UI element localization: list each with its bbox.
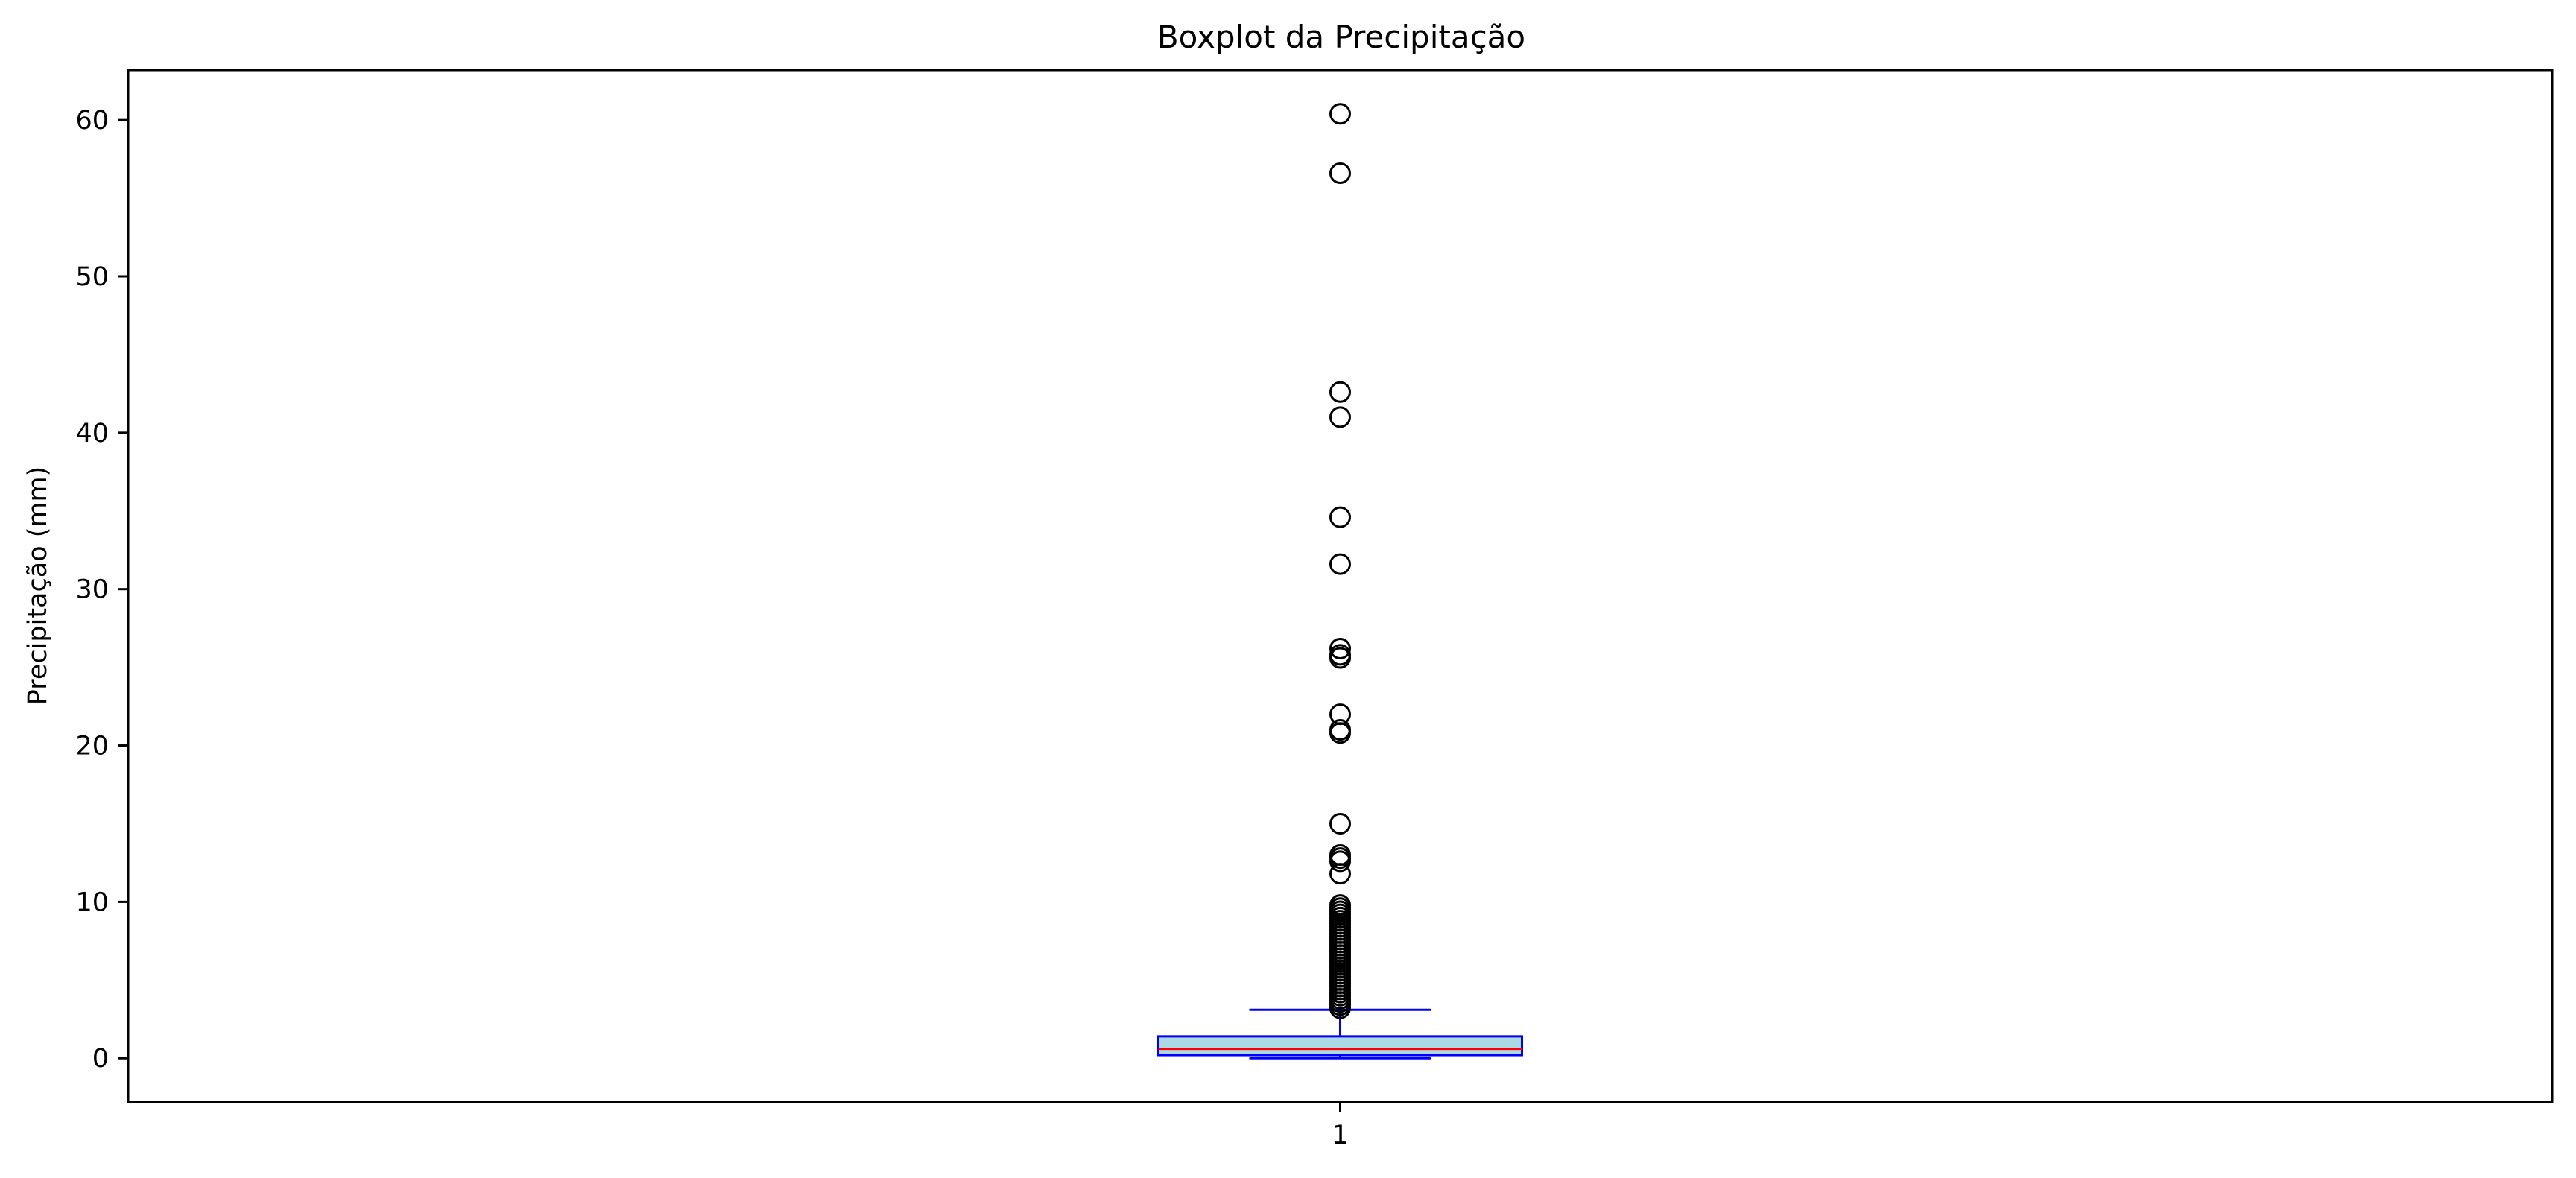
y-tick-label: 10 <box>75 887 109 917</box>
axes: 0 10 20 30 40 50 60 1 <box>75 106 1348 1150</box>
outlier-point <box>1329 647 1351 669</box>
outlier-point <box>1329 863 1351 885</box>
y-tick-label: 50 <box>75 262 109 292</box>
y-axis-label: Precipitação (mm) <box>23 466 53 705</box>
outlier-point <box>1329 553 1351 575</box>
chart-title: Boxplot da Precipitação <box>1157 19 1525 55</box>
outlier-point <box>1329 381 1351 403</box>
y-tick-label: 20 <box>75 732 109 761</box>
y-tick-label: 60 <box>75 106 109 136</box>
outlier-point <box>1329 103 1351 125</box>
outlier-point <box>1329 850 1351 873</box>
outlier-point <box>1329 406 1351 428</box>
plot-frame <box>127 69 2554 1103</box>
plot-area <box>1157 103 1523 1060</box>
outlier-point <box>1329 506 1351 528</box>
outlier-point <box>1329 637 1351 659</box>
y-tick-label: 0 <box>92 1044 109 1074</box>
outlier-point <box>1329 722 1351 744</box>
outlier-point <box>1329 812 1351 835</box>
outlier-point <box>1329 997 1351 1019</box>
box-iqr <box>1157 1035 1523 1057</box>
outlier-point <box>1329 162 1351 184</box>
y-tick-label: 40 <box>75 419 109 449</box>
y-tick-label: 30 <box>75 575 109 605</box>
x-tick-label: 1 <box>1332 1121 1348 1150</box>
